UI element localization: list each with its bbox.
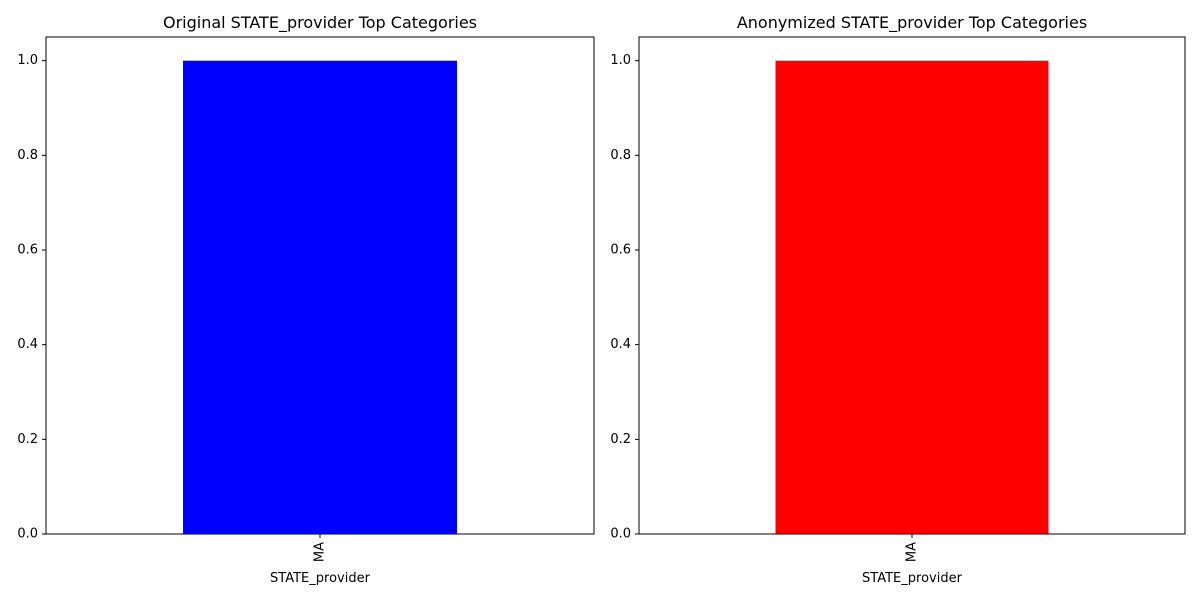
plot-frame bbox=[45, 36, 595, 535]
y-tick-label: 0.4 bbox=[17, 337, 38, 352]
y-tick-label: 0.6 bbox=[17, 243, 38, 258]
chart-title: Original STATE_provider Top Categories bbox=[163, 13, 477, 33]
y-tick-group: 0.0 0.2 0.4 0.6 0.8 1.0 bbox=[17, 53, 46, 542]
bar bbox=[775, 60, 1049, 535]
bar bbox=[183, 60, 457, 535]
y-tick-label: 0.0 bbox=[610, 527, 631, 542]
x-tick-label: MA bbox=[313, 542, 328, 562]
y-tick-label: 0.8 bbox=[610, 148, 631, 163]
x-axis-label: STATE_provider bbox=[270, 571, 371, 586]
y-tick-label: 0.8 bbox=[17, 148, 38, 163]
x-axis-label: STATE_provider bbox=[862, 571, 963, 586]
y-tick-label: 0.4 bbox=[610, 337, 631, 352]
chart-anonymized: Anonymized STATE_provider Top Categories… bbox=[610, 13, 1186, 586]
chart-title: Anonymized STATE_provider Top Categories bbox=[737, 13, 1087, 33]
y-tick-label: 0.2 bbox=[17, 432, 38, 447]
y-tick-label: 0.0 bbox=[17, 527, 38, 542]
x-tick-label: MA bbox=[905, 542, 920, 562]
plot-frame bbox=[638, 36, 1186, 535]
x-tick-group: MA bbox=[313, 534, 328, 562]
bar-group bbox=[183, 60, 457, 535]
y-tick-label: 0.2 bbox=[610, 432, 631, 447]
y-tick-label: 1.0 bbox=[17, 53, 38, 68]
y-tick-group: 0.0 0.2 0.4 0.6 0.8 1.0 bbox=[610, 53, 639, 542]
bar-group bbox=[775, 60, 1049, 535]
chart-original: Original STATE_provider Top Categories 0… bbox=[17, 13, 595, 586]
y-tick-label: 0.6 bbox=[610, 243, 631, 258]
x-tick-group: MA bbox=[905, 534, 920, 562]
y-tick-label: 1.0 bbox=[610, 53, 631, 68]
